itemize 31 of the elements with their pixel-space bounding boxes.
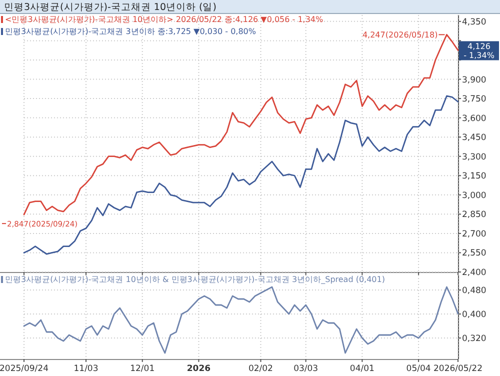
data-label: 4,247(2026/05/18) (362, 30, 438, 40)
y-tick-label: 3,900 (462, 75, 486, 86)
y-tick-label: 3,600 (462, 114, 486, 124)
x-tick-label: 2025/09/24 (0, 364, 48, 374)
chart-title: 민평3사평균(시가평가)-국고채권 10년이하 (일) (4, 2, 216, 13)
x-tick-label: 2026 (186, 364, 211, 374)
y-tick-label: 3,450 (462, 133, 486, 144)
legend-label: 민평3사평균(시가평가)-국고채권 10년이하 & 민평3사평균(시가평가)-국고채권 3년이하_Spread (0,401) (5, 275, 385, 284)
y-tick-label: 3,000 (462, 190, 486, 201)
line-series (23, 286, 459, 354)
x-tick-label: 03/03 (294, 364, 318, 374)
y-tick-label: 4,350 (462, 17, 486, 28)
x-tick-label: 11/03 (74, 364, 98, 374)
x-tick-label: 12/01 (130, 364, 155, 374)
x-tick-label: 2026/05/22 (434, 364, 482, 374)
y-tick-label: 0,320 (462, 334, 486, 344)
legend-label: <민평3사평균(시가평가)-국고채권 10년이하> 2026/05/22 종:4,126 ▼0,056 - 1,34% (5, 15, 324, 24)
y-tick-label: 2,400 (462, 268, 486, 278)
x-tick-label: 02/02 (248, 364, 273, 374)
y-tick-label: 3,150 (462, 172, 486, 182)
legend-label: 민평3사평균(시가평가)-국고채권 3년이하 종:3,725 ▼0,030 - 0,80% (5, 27, 256, 36)
y-tick-label: 0,480 (462, 286, 486, 296)
y-tick-label: 3,750 (462, 94, 486, 105)
x-tick-label: 04/01 (350, 364, 374, 374)
x-tick-label: 05/04 (406, 364, 431, 374)
y-tick-label: 3,300 (462, 152, 486, 162)
y-tick-label: 2,850 (462, 210, 486, 220)
y-tick-label: 2,550 (462, 248, 486, 259)
y-tick-label: 0,400 (462, 310, 486, 320)
data-label: 4,126 - 1,34% (464, 42, 495, 60)
y-tick-label: 2,700 (462, 229, 486, 240)
